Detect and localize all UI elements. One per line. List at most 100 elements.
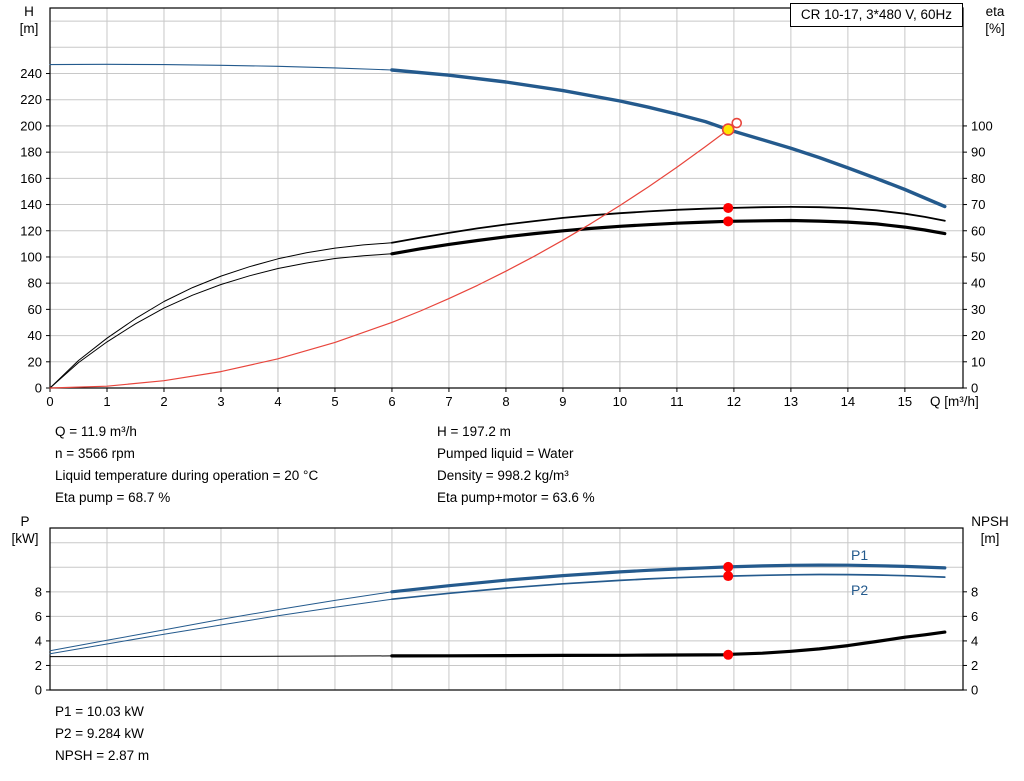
y-right-tick-label: 60 <box>971 223 985 238</box>
p1-curve-low <box>49 591 393 652</box>
y-left-tick-label: 240 <box>20 66 42 81</box>
head-axis-label: H [m] <box>12 3 46 37</box>
head-axis-symbol: H <box>24 4 34 19</box>
info-p1: P1 = 10.03 kW <box>55 704 144 719</box>
info-eta-pump-motor: Eta pump+motor = 63.6 % <box>437 490 595 505</box>
pump-title-box: CR 10-17, 3*480 V, 60Hz <box>789 3 963 27</box>
head-curve-low <box>49 63 393 71</box>
x-tick-label: 15 <box>898 394 912 409</box>
eta-axis-symbol: eta <box>985 4 1005 19</box>
y-left-tick-label: 120 <box>20 223 42 238</box>
info-density: Density = 998.2 kg/m³ <box>437 468 569 483</box>
y-right-tick-label: 20 <box>971 328 985 343</box>
y-right-tick-label: 90 <box>971 145 985 160</box>
x-tick-label: 3 <box>217 394 224 409</box>
p2-curve-label: P2 <box>851 582 869 598</box>
y-right-tick-label: 4 <box>971 633 978 648</box>
y-left-tick-label: 0 <box>35 381 42 396</box>
eta-axis-unit: [%] <box>985 21 1005 36</box>
p2-curve-low <box>49 598 393 655</box>
y-right-tick-label: 100 <box>971 118 993 133</box>
p2-curve-main <box>391 573 946 601</box>
y-right-tick-label: 80 <box>971 171 985 186</box>
y-left-tick-label: 0 <box>35 683 42 698</box>
plot-frame <box>49 527 964 691</box>
power-axis-label: P [kW] <box>4 513 46 547</box>
x-tick-label: 11 <box>670 394 684 409</box>
info-q: Q = 11.9 m³/h <box>55 424 137 439</box>
eta-pump-duty-dot <box>723 202 734 213</box>
y-right-tick-label: 0 <box>971 381 978 396</box>
eta-pump-curve-low <box>49 242 393 389</box>
x-tick-label: 2 <box>160 394 167 409</box>
head-axis-unit: [m] <box>19 21 39 36</box>
eta-pump-curve-main <box>390 205 946 244</box>
x-tick-label: 4 <box>274 394 281 409</box>
y-right-tick-label: 8 <box>971 584 978 599</box>
y-left-tick-label: 140 <box>20 197 42 212</box>
p1-curve-label: P1 <box>851 547 869 563</box>
system-curve <box>49 122 738 389</box>
y-left-tick-label: 220 <box>20 92 42 107</box>
x-tick-label: 9 <box>559 394 566 409</box>
head-eta-chart: 0 1 2 3 4 5 6 7 8 9 10 11 12 13 14 15020406080100120140… <box>20 7 993 409</box>
y-left-tick-label: 2 <box>35 658 42 673</box>
y-left-tick-label: 40 <box>28 328 42 343</box>
plot-frame <box>49 7 964 389</box>
p2-duty-dot <box>723 571 734 582</box>
x-tick-label: 12 <box>727 394 741 409</box>
duty-info-right: H = 197.2 m Pumped liquid = Water Densit… <box>437 421 595 509</box>
y-left-tick-label: 4 <box>35 633 42 648</box>
info-pumped-liquid: Pumped liquid = Water <box>437 446 574 461</box>
x-tick-label: 7 <box>445 394 452 409</box>
y-right-tick-label: 0 <box>971 683 978 698</box>
duty-point-marker <box>721 123 735 136</box>
y-left-tick-label: 6 <box>35 609 42 624</box>
info-p2: P2 = 9.284 kW <box>55 726 144 741</box>
flow-axis-label: Q [m³/h] <box>930 394 979 409</box>
power-npsh-chart: 0 2 4 6 8 0 2 4 6 8 <box>35 527 978 698</box>
y-right-tick-label: 10 <box>971 354 985 369</box>
p1-curve-main <box>390 563 947 594</box>
npsh-axis-unit: [m] <box>980 531 1000 546</box>
npsh-axis-symbol: NPSH <box>971 514 1009 529</box>
power-axis-symbol: P <box>20 514 30 529</box>
npsh-duty-dot <box>723 649 734 660</box>
y-left-tick-label: 160 <box>20 171 42 186</box>
eta-pump-motor-curve-main <box>390 218 947 256</box>
info-speed: n = 3566 rpm <box>55 446 135 461</box>
info-npsh: NPSH = 2.87 m <box>55 748 150 763</box>
head-curve-main <box>390 68 947 209</box>
x-tick-label: 14 <box>841 394 855 409</box>
y-right-tick-label: 70 <box>971 197 985 212</box>
eta-pump-motor-duty-dot <box>723 216 734 227</box>
p1-duty-dot <box>723 561 734 572</box>
x-tick-label: 10 <box>613 394 627 409</box>
eta-pump-motor-curve-low <box>49 253 393 389</box>
y-left-tick-label: 20 <box>28 354 42 369</box>
info-eta-pump: Eta pump = 68.7 % <box>55 490 171 505</box>
x-tick-label: 13 <box>784 394 798 409</box>
system-curve-end-circle <box>731 117 743 129</box>
y-left-tick-label: 80 <box>28 276 42 291</box>
npsh-curve-low <box>49 655 393 658</box>
y-right-tick-label: 40 <box>971 276 985 291</box>
npsh-axis-label: NPSH [m] <box>962 513 1018 547</box>
eta-axis-label: eta [%] <box>973 3 1017 37</box>
npsh-curve-main <box>390 630 947 658</box>
info-head: H = 197.2 m <box>437 424 511 439</box>
y-right-tick-label: 6 <box>971 609 978 624</box>
power-info: P1 = 10.03 kW P2 = 9.284 kW NPSH = 2.87 … <box>55 701 149 767</box>
y-right-tick-label: 30 <box>971 302 985 317</box>
y-left-tick-label: 60 <box>28 302 42 317</box>
y-left-tick-label: 100 <box>20 249 42 264</box>
info-liquid-temp: Liquid temperature during operation = 20… <box>55 468 319 483</box>
y-right-tick-label: 2 <box>971 658 978 673</box>
x-tick-label: 1 <box>103 394 110 409</box>
y-right-tick-label: 50 <box>971 249 985 264</box>
y-left-tick-label: 200 <box>20 118 42 133</box>
x-tick-label: 5 <box>331 394 338 409</box>
x-tick-label: 6 <box>388 394 395 409</box>
